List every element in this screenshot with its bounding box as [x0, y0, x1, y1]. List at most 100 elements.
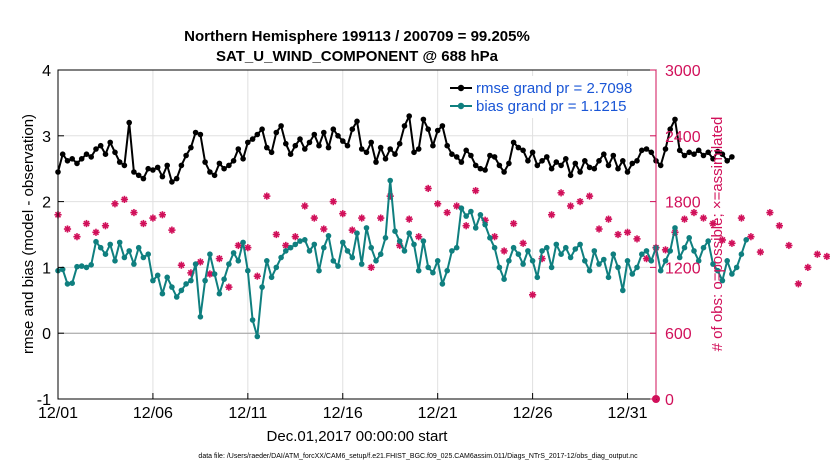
bias-point — [112, 258, 118, 264]
data-file-footer: data file: /Users/raeder/DAI/ATM_forcXX/… — [198, 453, 638, 460]
rmse-point — [615, 165, 621, 172]
bias-point — [639, 251, 645, 257]
bias-point — [449, 248, 455, 254]
rmse-point — [74, 160, 80, 167]
obs-count-point — [756, 248, 765, 256]
rmse-point — [164, 162, 170, 169]
bias-point — [411, 241, 417, 248]
rmse-point — [472, 162, 479, 169]
rmse-point — [449, 151, 455, 157]
obs-count-point — [120, 195, 129, 204]
bias-point — [230, 250, 237, 256]
rmse-point — [245, 139, 251, 146]
bias-point — [311, 241, 318, 248]
obs-count-point — [367, 263, 375, 271]
x-axis-label: Dec.01,2017 00:00:00 start — [267, 428, 449, 445]
bias-point — [544, 244, 550, 251]
bias-point — [164, 274, 170, 281]
rmse-point — [230, 158, 237, 164]
rmse-point — [377, 144, 384, 151]
obs-count-point — [823, 252, 830, 261]
obs-count-point — [709, 219, 717, 228]
bias-point — [458, 205, 465, 211]
bias-point — [629, 271, 636, 277]
bias-point — [306, 248, 313, 254]
obs-count-point — [728, 239, 736, 247]
rmse-point — [520, 147, 526, 154]
obs-count-point — [737, 214, 746, 222]
rmse-point — [183, 152, 189, 159]
bias-point — [401, 248, 408, 254]
bias-point — [59, 266, 66, 273]
obs-count-point — [718, 236, 727, 244]
obs-count-point — [661, 246, 670, 254]
bias-point — [235, 258, 242, 264]
bias-point — [548, 264, 555, 271]
x-tick-label: 12/21 — [418, 405, 458, 422]
bias-point — [676, 254, 683, 261]
obs-count-point — [272, 230, 280, 239]
bias-point — [686, 235, 692, 241]
bias-point — [150, 277, 156, 284]
bias-point — [188, 277, 194, 284]
bias-point — [102, 251, 109, 257]
rmse-point — [235, 146, 242, 152]
bias-point — [88, 262, 94, 268]
rmse-point — [676, 147, 683, 154]
rmse-point — [458, 159, 465, 165]
rmse-point — [64, 158, 71, 164]
bias-point — [254, 333, 261, 340]
y-axis-label: rmse and bias (model - observation) — [20, 114, 37, 354]
rmse-point — [83, 151, 90, 157]
bias-point — [672, 225, 678, 231]
bias-point — [173, 294, 180, 300]
rmse-point — [292, 142, 299, 149]
rmse-point — [211, 172, 218, 179]
bias-point — [515, 251, 522, 257]
rmse-point — [586, 164, 593, 171]
obs-count-point — [168, 226, 176, 234]
rmse-point — [406, 113, 413, 119]
rmse-point — [368, 139, 375, 146]
rmse-point — [273, 129, 280, 136]
x-tick-label: 12/01 — [38, 405, 78, 422]
bias-point — [695, 258, 702, 264]
legend-rmse-label: rmse grand pr = 2.7098 — [476, 80, 632, 97]
bias-point — [325, 233, 332, 239]
obs-count-point — [92, 228, 100, 236]
bias-point — [283, 248, 289, 254]
bias-point — [743, 237, 749, 243]
obs-count-point — [642, 255, 651, 263]
bias-point — [496, 264, 503, 271]
obs-count-point — [196, 258, 204, 266]
bias-point — [591, 248, 598, 254]
obs-count-point — [111, 200, 119, 208]
rmse-point — [729, 154, 735, 160]
rmse-point — [710, 156, 716, 162]
series-layer — [54, 113, 830, 403]
y-tick-label: 4 — [42, 63, 51, 80]
obs-count-point — [576, 198, 584, 206]
obs-count-point — [595, 225, 603, 233]
bias-point — [506, 258, 512, 264]
rmse-point — [695, 147, 702, 154]
rmse-point — [482, 167, 488, 173]
x-tick-label: 12/06 — [133, 405, 173, 422]
rmse-point — [700, 152, 707, 159]
bias-point — [297, 238, 303, 244]
bias-point — [691, 248, 697, 254]
obs-count-point — [234, 241, 242, 250]
bias-point — [154, 272, 161, 279]
bias-point — [510, 244, 517, 251]
x-tick-label: 12/16 — [323, 405, 363, 422]
bias-point — [93, 238, 99, 245]
bias-point — [292, 241, 299, 248]
rmse-point — [425, 126, 432, 132]
bias-point — [178, 287, 185, 294]
rmse-point — [344, 142, 351, 149]
obs-count-point — [775, 222, 783, 230]
rmse-point — [112, 149, 118, 156]
rmse-point — [363, 149, 370, 156]
rmse-point — [572, 160, 579, 167]
obs-count-point — [149, 214, 157, 222]
